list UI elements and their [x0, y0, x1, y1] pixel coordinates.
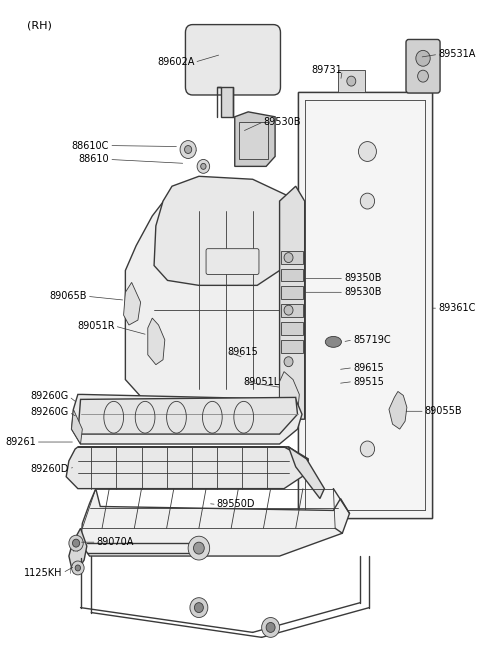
Text: 89615: 89615 [353, 363, 384, 373]
Circle shape [194, 603, 204, 612]
Text: 89261: 89261 [5, 437, 36, 447]
Circle shape [418, 70, 429, 82]
Bar [281, 269, 303, 282]
Polygon shape [123, 282, 141, 325]
Circle shape [360, 441, 374, 457]
Polygon shape [81, 489, 349, 556]
Text: 85719C: 85719C [353, 335, 391, 345]
FancyBboxPatch shape [206, 249, 259, 274]
Text: 89065B: 89065B [49, 291, 87, 301]
Circle shape [416, 50, 430, 66]
Polygon shape [69, 529, 87, 570]
Bar [281, 340, 303, 353]
Text: 89602A: 89602A [157, 57, 194, 67]
Circle shape [197, 159, 210, 174]
Text: 89361C: 89361C [438, 303, 476, 313]
Text: 89515: 89515 [353, 377, 384, 386]
Polygon shape [235, 112, 275, 166]
Bar [338, 70, 365, 92]
Polygon shape [279, 371, 300, 419]
Text: 89731: 89731 [312, 66, 342, 75]
Text: 89260D: 89260D [31, 464, 69, 474]
Text: 89051L: 89051L [244, 377, 280, 386]
Polygon shape [298, 92, 432, 518]
Polygon shape [125, 196, 298, 414]
Polygon shape [78, 398, 298, 434]
Circle shape [347, 76, 356, 86]
Polygon shape [148, 318, 165, 365]
Text: 89070A: 89070A [96, 537, 134, 547]
Polygon shape [279, 186, 305, 419]
Bar [239, 122, 268, 159]
Text: 89550D: 89550D [217, 500, 255, 510]
Circle shape [360, 193, 374, 209]
Text: 89051R: 89051R [77, 321, 115, 331]
FancyBboxPatch shape [406, 39, 440, 93]
Polygon shape [389, 392, 407, 429]
Text: (RH): (RH) [27, 20, 52, 31]
Bar [281, 304, 303, 317]
Text: 88610C: 88610C [72, 141, 109, 151]
Circle shape [284, 305, 293, 315]
Text: 88610: 88610 [79, 155, 109, 164]
Circle shape [284, 253, 293, 263]
Polygon shape [288, 447, 324, 498]
Circle shape [69, 535, 83, 551]
Text: 89260G: 89260G [31, 392, 69, 402]
Polygon shape [154, 176, 293, 286]
Polygon shape [217, 87, 233, 117]
Circle shape [284, 357, 293, 367]
Polygon shape [72, 409, 83, 444]
Text: 89530B: 89530B [264, 117, 301, 127]
Bar [281, 322, 303, 335]
Circle shape [266, 622, 275, 632]
Circle shape [72, 561, 84, 575]
Text: 89615: 89615 [228, 346, 258, 357]
Polygon shape [78, 447, 308, 461]
FancyBboxPatch shape [185, 25, 280, 95]
Ellipse shape [325, 337, 341, 347]
Circle shape [72, 539, 80, 547]
Circle shape [190, 598, 208, 618]
Bar [281, 286, 303, 299]
Circle shape [188, 536, 210, 560]
Text: 1125KH: 1125KH [24, 568, 62, 578]
Text: 89531A: 89531A [438, 49, 476, 60]
Circle shape [75, 565, 81, 571]
Text: 89350B: 89350B [344, 273, 382, 284]
Circle shape [184, 145, 192, 153]
Polygon shape [298, 92, 432, 518]
Circle shape [180, 141, 196, 159]
Polygon shape [66, 447, 308, 489]
Circle shape [201, 163, 206, 170]
Text: 89055B: 89055B [425, 406, 462, 417]
Circle shape [262, 618, 279, 637]
Bar [281, 251, 303, 263]
Circle shape [193, 542, 204, 554]
Circle shape [359, 141, 376, 161]
Text: 89530B: 89530B [344, 288, 382, 297]
Polygon shape [72, 394, 302, 444]
Text: 89260G: 89260G [31, 407, 69, 417]
